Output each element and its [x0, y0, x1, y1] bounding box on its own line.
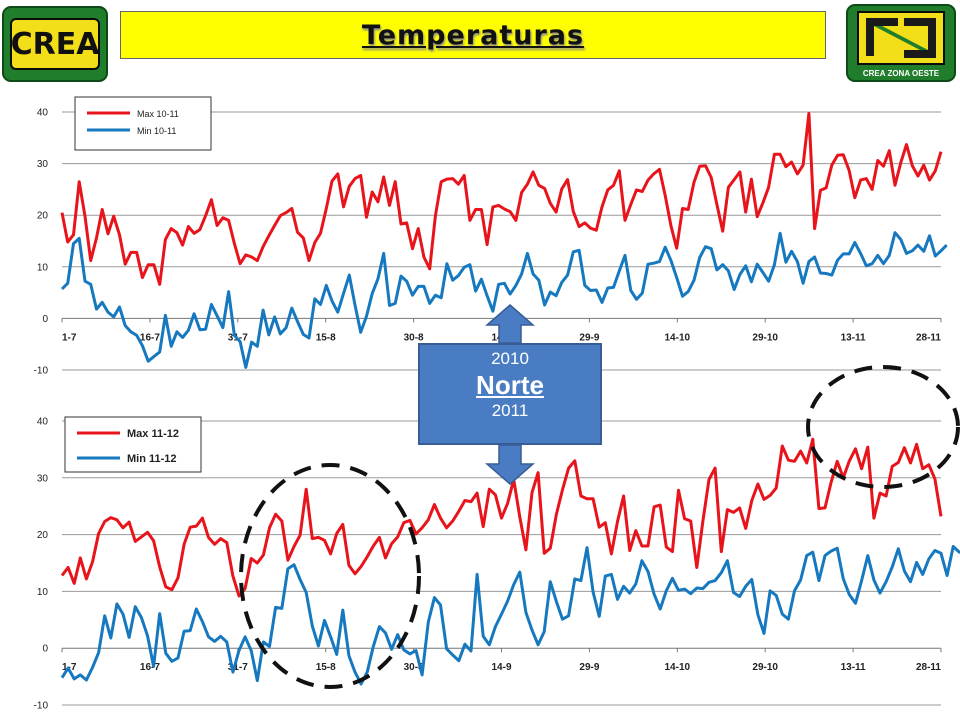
x-tick-label: 1-7	[62, 332, 77, 343]
y-tick-label: 30	[37, 159, 49, 170]
region-name: Norte	[476, 370, 544, 400]
legend-label: Min 11-12	[127, 453, 177, 465]
series-line-min	[60, 545, 960, 686]
legend-box	[64, 416, 202, 473]
x-tick-label: 29-10	[752, 332, 778, 343]
y-tick-label: 10	[37, 262, 49, 273]
y-tick-label: 0	[42, 644, 48, 655]
crea-logo-text: CREA	[10, 26, 100, 62]
x-tick-label: 31-7	[228, 662, 248, 673]
x-tick-label: 13-11	[841, 662, 866, 673]
chart-2010-2011: -100102030401-716-731-715-830-814-929-91…	[34, 96, 948, 377]
region-label-box: 2010 Norte 2011	[418, 343, 602, 445]
crea-zona-oeste-logo: CREA ZONA OESTE	[846, 4, 956, 82]
zona-oeste-logo-text: CREA ZONA OESTE	[862, 69, 940, 78]
x-tick-label: 13-11	[841, 332, 866, 343]
y-tick-label: 0	[42, 314, 48, 325]
y-tick-label: -10	[34, 366, 49, 377]
x-tick-label: 30-8	[404, 332, 424, 343]
x-tick-label: 14-10	[665, 662, 691, 673]
x-tick-label: 15-8	[316, 662, 336, 673]
year-bottom: 2011	[491, 401, 529, 420]
x-tick-label: 15-8	[316, 332, 336, 343]
y-tick-label: 30	[37, 473, 49, 484]
series-line-max	[60, 112, 943, 286]
y-tick-label: 40	[37, 417, 49, 428]
x-tick-label: 28-11	[916, 332, 941, 343]
legend-label: Max 10-11	[137, 109, 179, 119]
legend-label: Max 11-12	[127, 428, 179, 440]
y-tick-label: -10	[34, 701, 49, 712]
x-tick-label: 29-9	[579, 332, 599, 343]
legend-box	[74, 96, 212, 151]
x-tick-label: 16-7	[140, 662, 160, 673]
x-tick-label: 30-8	[404, 662, 424, 673]
y-tick-label: 20	[37, 211, 49, 222]
crea-logo-plate: CREA	[10, 18, 100, 70]
series-line-max	[60, 437, 943, 598]
series-line-min	[60, 231, 948, 369]
annotation-circle-november	[806, 365, 960, 489]
page-title: Temperaturas	[361, 19, 585, 51]
zona-oeste-emblem-icon	[857, 11, 945, 65]
legend-label: Min 10-11	[137, 126, 176, 136]
annotation-circles	[239, 365, 960, 689]
crea-logo: CREA	[2, 6, 108, 82]
x-tick-label: 14-9	[491, 662, 511, 673]
title-banner: Temperaturas	[120, 11, 826, 59]
annotation-circle-august	[239, 463, 421, 689]
y-tick-label: 20	[37, 530, 49, 541]
x-tick-label: 28-11	[916, 662, 941, 673]
x-tick-label: 29-9	[579, 662, 599, 673]
x-tick-label: 14-10	[665, 332, 691, 343]
y-tick-label: 10	[37, 587, 49, 598]
y-tick-label: 40	[37, 108, 49, 119]
year-top: 2010	[491, 349, 529, 368]
x-tick-label: 29-10	[752, 662, 778, 673]
x-tick-label: 16-7	[140, 332, 160, 343]
